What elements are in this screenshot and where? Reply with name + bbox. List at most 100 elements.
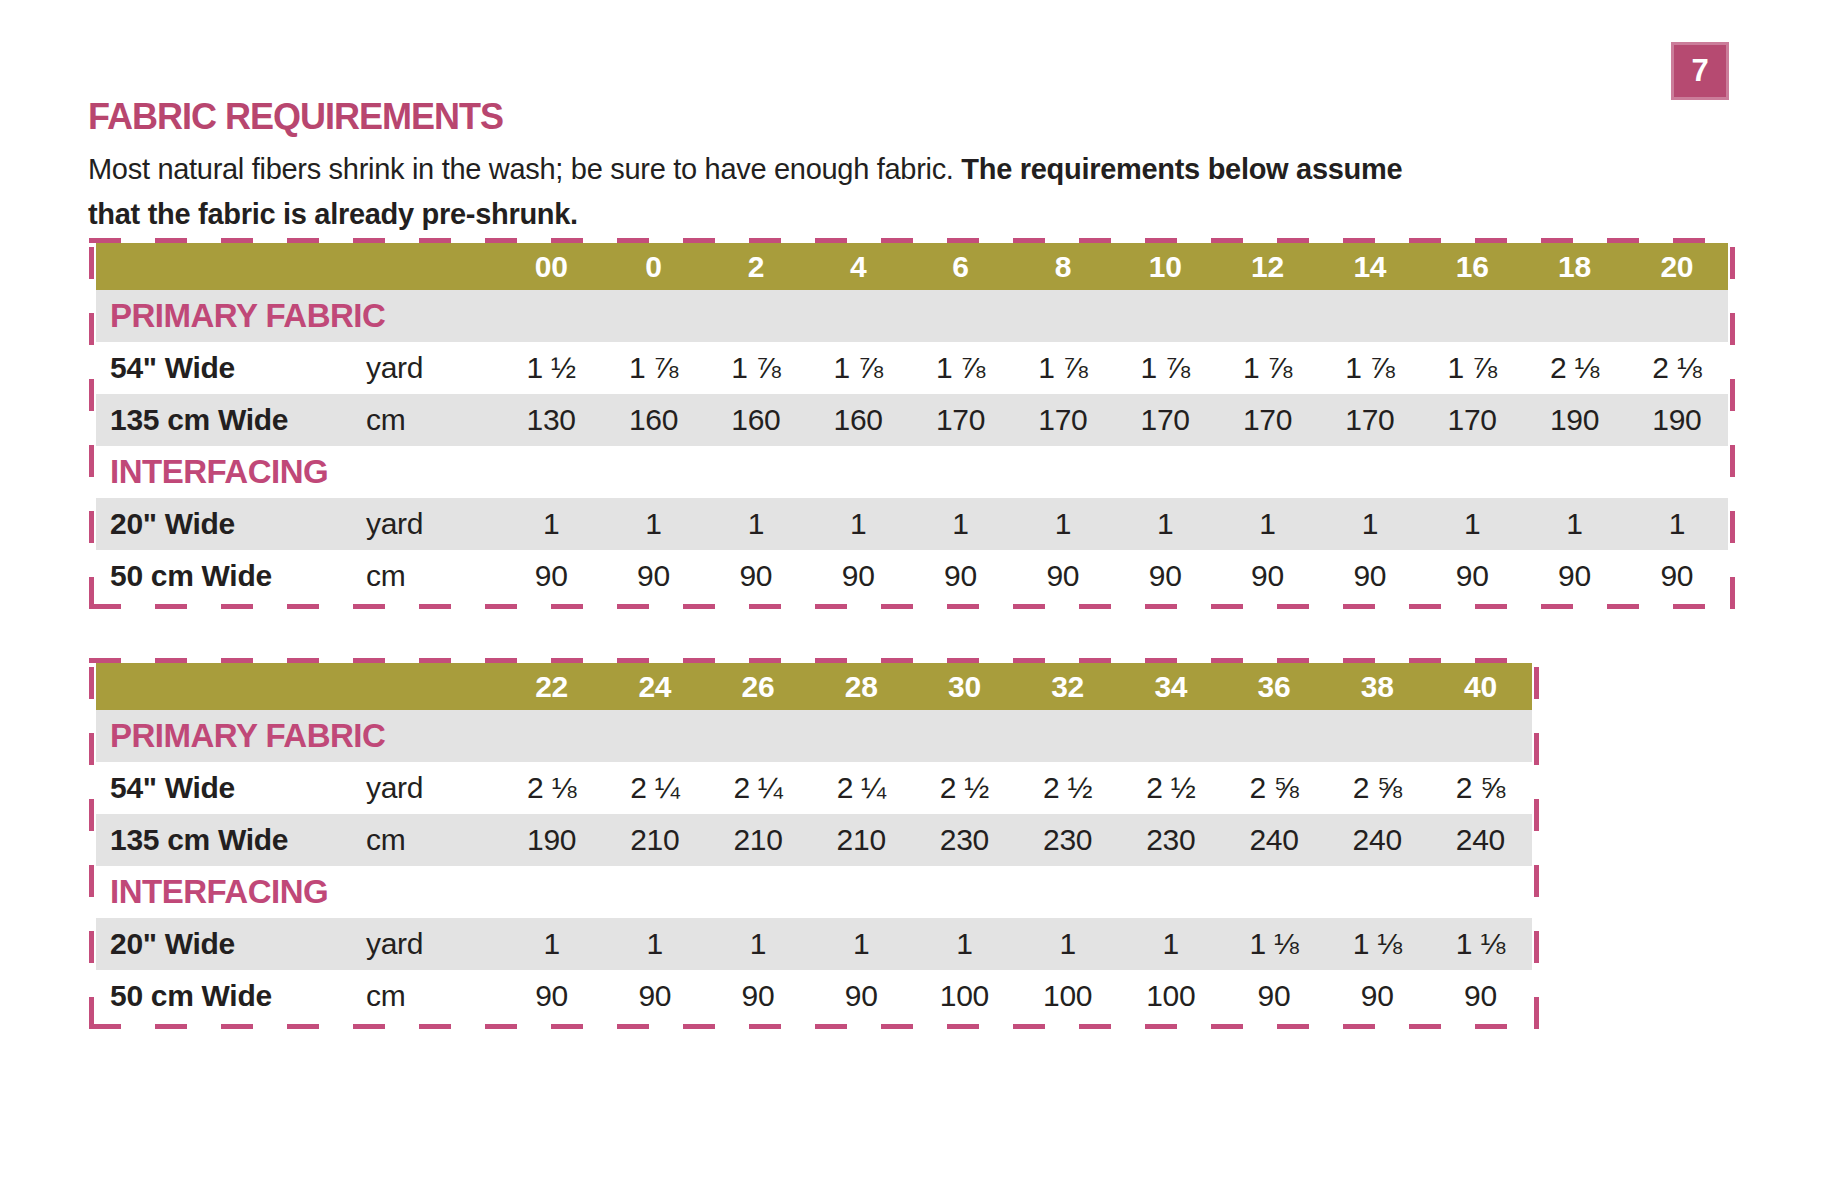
value-cell: 1 bbox=[705, 498, 807, 550]
value-cell: 2 ¼ bbox=[706, 762, 809, 814]
value-cell: 1 bbox=[603, 918, 706, 970]
value-cell: 90 bbox=[705, 550, 807, 602]
size-column-header: 14 bbox=[1319, 243, 1421, 290]
size-column-header: 36 bbox=[1222, 663, 1325, 710]
size-column-header: 18 bbox=[1523, 243, 1625, 290]
value-cell: 1 bbox=[1216, 498, 1318, 550]
value-cell: 240 bbox=[1429, 814, 1532, 866]
unit-label: yard bbox=[360, 342, 500, 394]
row-label: 20" Wide bbox=[96, 498, 360, 550]
value-cell: 160 bbox=[705, 394, 807, 446]
value-cell: 1 ⅞ bbox=[1319, 342, 1421, 394]
value-cell: 1 bbox=[1012, 498, 1114, 550]
value-cell: 2 ⅛ bbox=[500, 762, 603, 814]
value-cell: 190 bbox=[1626, 394, 1728, 446]
unit-label: yard bbox=[360, 498, 500, 550]
value-cell: 170 bbox=[1319, 394, 1421, 446]
value-cell: 1 bbox=[500, 918, 603, 970]
size-column-header: 20 bbox=[1626, 243, 1728, 290]
intro-regular-text: Most natural fibers shrink in the wash; … bbox=[88, 153, 961, 185]
value-cell: 210 bbox=[810, 814, 913, 866]
row-label: 20" Wide bbox=[96, 918, 360, 970]
value-cell: 100 bbox=[913, 970, 1016, 1022]
size-column-header: 6 bbox=[909, 243, 1011, 290]
value-cell: 2 ⅛ bbox=[1626, 342, 1728, 394]
size-column-header: 34 bbox=[1119, 663, 1222, 710]
value-cell: 230 bbox=[1119, 814, 1222, 866]
unit-label: yard bbox=[360, 918, 500, 970]
value-cell: 1 bbox=[1016, 918, 1119, 970]
value-cell: 2 ½ bbox=[913, 762, 1016, 814]
value-cell: 1 bbox=[1114, 498, 1216, 550]
size-column-header: 8 bbox=[1012, 243, 1114, 290]
value-cell: 210 bbox=[706, 814, 809, 866]
value-cell: 1 ⅞ bbox=[1012, 342, 1114, 394]
value-cell: 2 ⅝ bbox=[1326, 762, 1429, 814]
fabric-row: 50 cm Widecm90909090100100100909090 bbox=[96, 970, 1532, 1022]
value-cell: 1 ½ bbox=[500, 342, 602, 394]
value-cell: 90 bbox=[1114, 550, 1216, 602]
value-cell: 1 ⅞ bbox=[1216, 342, 1318, 394]
value-cell: 210 bbox=[603, 814, 706, 866]
unit-label: cm bbox=[360, 550, 500, 602]
value-cell: 170 bbox=[1216, 394, 1318, 446]
value-cell: 1 ⅛ bbox=[1326, 918, 1429, 970]
value-cell: 2 ½ bbox=[1119, 762, 1222, 814]
value-cell: 90 bbox=[807, 550, 909, 602]
value-cell: 240 bbox=[1326, 814, 1429, 866]
value-cell: 1 bbox=[1626, 498, 1728, 550]
value-cell: 1 bbox=[909, 498, 1011, 550]
value-cell: 1 bbox=[602, 498, 704, 550]
size-column-header: 26 bbox=[706, 663, 809, 710]
value-cell: 90 bbox=[1429, 970, 1532, 1022]
value-cell: 1 ⅞ bbox=[1421, 342, 1523, 394]
value-cell: 1 ⅞ bbox=[909, 342, 1011, 394]
value-cell: 90 bbox=[1523, 550, 1625, 602]
page-number-badge: 7 bbox=[1671, 42, 1729, 100]
intro-bold-text-line1: The requirements below assume bbox=[961, 153, 1402, 185]
value-cell: 90 bbox=[810, 970, 913, 1022]
size-column-header: 40 bbox=[1429, 663, 1532, 710]
value-cell: 1 bbox=[810, 918, 913, 970]
value-cell: 1 ⅞ bbox=[602, 342, 704, 394]
size-column-header: 10 bbox=[1114, 243, 1216, 290]
value-cell: 1 bbox=[1421, 498, 1523, 550]
size-row-spacer bbox=[360, 663, 500, 710]
row-label: 50 cm Wide bbox=[96, 970, 360, 1022]
value-cell: 190 bbox=[500, 814, 603, 866]
row-label: 135 cm Wide bbox=[96, 814, 360, 866]
value-cell: 1 bbox=[706, 918, 809, 970]
size-column-header: 16 bbox=[1421, 243, 1523, 290]
value-cell: 1 ⅞ bbox=[807, 342, 909, 394]
value-cell: 2 ½ bbox=[1016, 762, 1119, 814]
value-cell: 100 bbox=[1119, 970, 1222, 1022]
section-header-row: INTERFACING bbox=[96, 446, 1728, 498]
size-column-header: 12 bbox=[1216, 243, 1318, 290]
size-column-header: 2 bbox=[705, 243, 807, 290]
value-cell: 1 bbox=[500, 498, 602, 550]
row-label: 50 cm Wide bbox=[96, 550, 360, 602]
value-cell: 1 bbox=[913, 918, 1016, 970]
value-cell: 2 ⅝ bbox=[1429, 762, 1532, 814]
unit-label: cm bbox=[360, 970, 500, 1022]
value-cell: 230 bbox=[1016, 814, 1119, 866]
value-cell: 2 ⅛ bbox=[1523, 342, 1625, 394]
value-cell: 190 bbox=[1523, 394, 1625, 446]
fabric-requirements-table-sizes-22-40: 22242628303234363840PRIMARY FABRIC54" Wi… bbox=[96, 663, 1532, 1022]
value-cell: 170 bbox=[1114, 394, 1216, 446]
value-cell: 1 bbox=[807, 498, 909, 550]
size-row-spacer bbox=[96, 243, 360, 290]
fabric-requirements-table-sizes-00-20: 0002468101214161820PRIMARY FABRIC54" Wid… bbox=[96, 243, 1728, 602]
row-label: 54" Wide bbox=[96, 342, 360, 394]
unit-label: cm bbox=[360, 394, 500, 446]
value-cell: 1 ⅞ bbox=[705, 342, 807, 394]
value-cell: 130 bbox=[500, 394, 602, 446]
size-column-header: 22 bbox=[500, 663, 603, 710]
value-cell: 170 bbox=[1012, 394, 1114, 446]
value-cell: 1 ⅛ bbox=[1429, 918, 1532, 970]
value-cell: 2 ¼ bbox=[603, 762, 706, 814]
value-cell: 160 bbox=[807, 394, 909, 446]
value-cell: 2 ¼ bbox=[810, 762, 913, 814]
size-column-header: 30 bbox=[913, 663, 1016, 710]
value-cell: 90 bbox=[1326, 970, 1429, 1022]
